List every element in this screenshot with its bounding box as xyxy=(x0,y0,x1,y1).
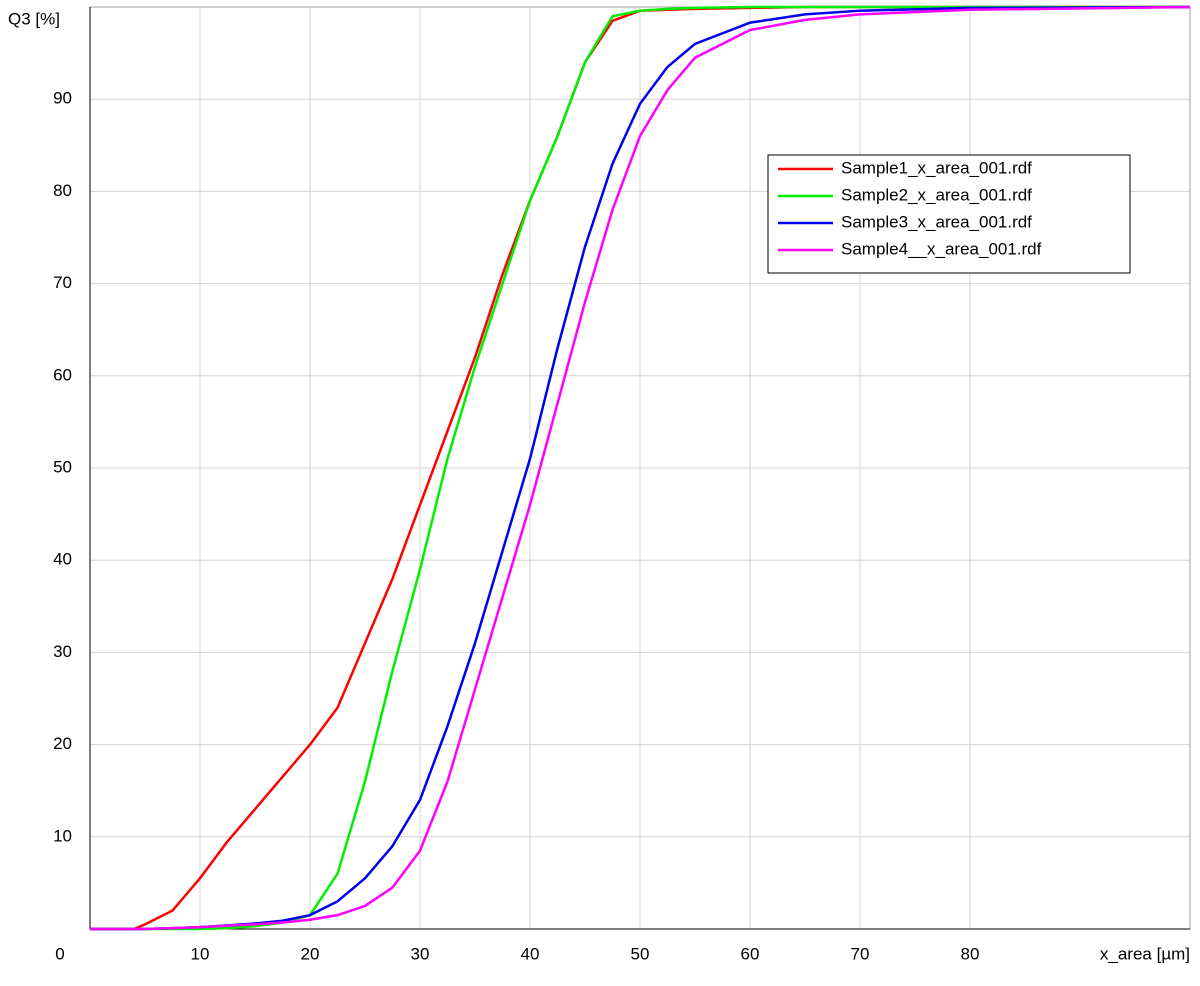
y-tick-label: 60 xyxy=(53,365,72,384)
y-tick-label: 90 xyxy=(53,89,72,108)
x-tick-label: 40 xyxy=(521,944,540,963)
legend: Sample1_x_area_001.rdf Sample2_x_area_001… xyxy=(767,154,1131,274)
x-tick-label: 70 xyxy=(851,944,870,963)
legend-label: Sample1_x_area_001.rdf xyxy=(841,158,1032,177)
x-axis-label: x_area [µm] xyxy=(1100,944,1190,963)
y-tick-label: 50 xyxy=(53,457,72,476)
data-line xyxy=(90,5,1191,931)
y-tick-label: 20 xyxy=(53,734,72,753)
y-tick-label: 70 xyxy=(53,273,72,292)
x-tick-label: 80 xyxy=(961,944,980,963)
x-tick-label: 0 xyxy=(55,944,64,963)
y-axis-label: Q3 [%] xyxy=(8,9,60,28)
x-tick-label: 10 xyxy=(191,944,210,963)
legend-label: Sample2_x_area_001.rdf xyxy=(841,185,1032,204)
x-tick-label: 50 xyxy=(631,944,650,963)
x-tick-label: 60 xyxy=(741,944,760,963)
data-line xyxy=(90,5,1190,931)
y-tick-label: 40 xyxy=(53,550,72,569)
legend-box xyxy=(767,154,1131,274)
x-tick-label: 20 xyxy=(301,944,320,963)
y-tick-label: 30 xyxy=(53,642,72,661)
legend-label: Sample3_x_area_001.rdf xyxy=(841,212,1032,231)
y-tick-label: 80 xyxy=(53,181,72,200)
y-tick-label: 10 xyxy=(53,826,72,845)
x-tick-label: 30 xyxy=(411,944,430,963)
legend-label: Sample4__x_area_001.rdf xyxy=(841,239,1042,258)
